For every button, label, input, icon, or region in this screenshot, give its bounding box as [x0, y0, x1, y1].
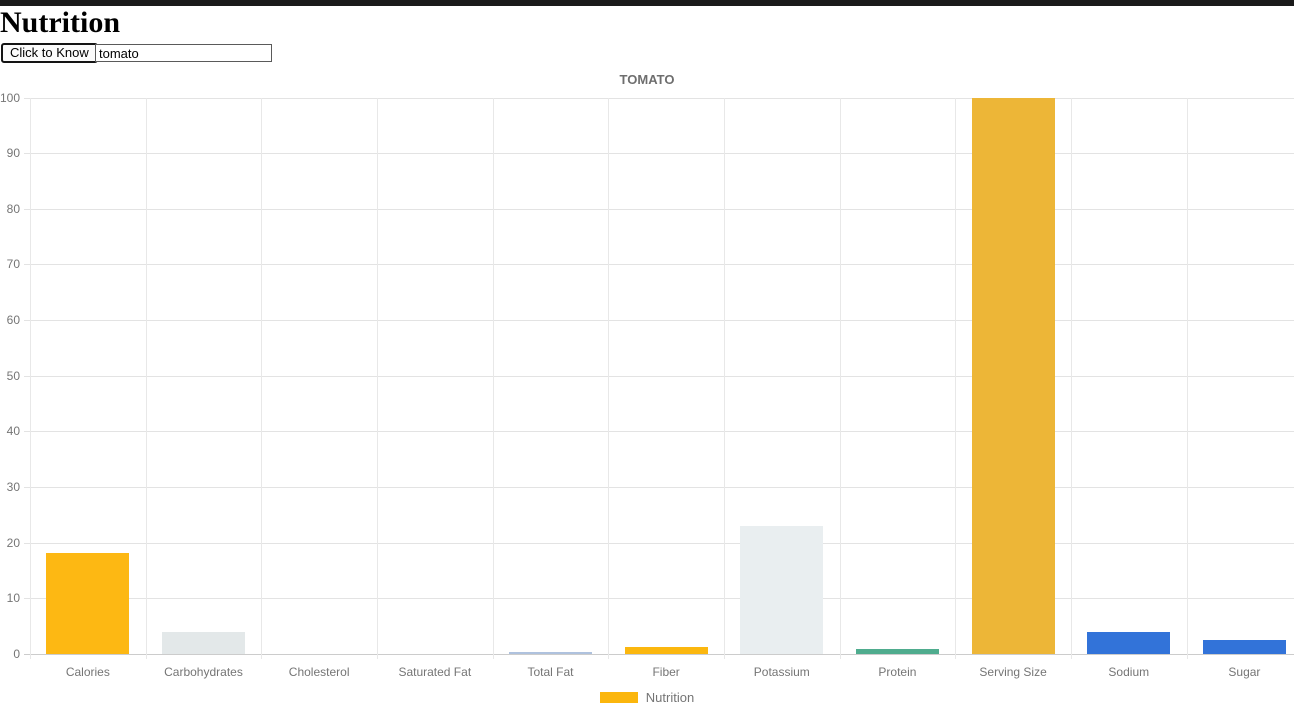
bar-total-fat[interactable]: [508, 652, 592, 654]
gridline-y-70: [24, 264, 1294, 266]
ytick-label-70: 70: [6, 257, 20, 272]
legend-swatch: [599, 692, 638, 703]
gridline-y-40: [24, 431, 1294, 433]
y-axis-line: [30, 97, 31, 659]
gridline-x-9: [1070, 97, 1072, 659]
gridline-x-4: [492, 97, 494, 659]
category-label-potassium: Potassium: [753, 665, 810, 679]
gridline-y-30: [24, 487, 1294, 489]
gridline-y-0: [24, 654, 1294, 655]
gridline-x-7: [839, 97, 841, 659]
gridline-y-100: [24, 97, 1294, 99]
chart-legend: Nutrition: [0, 690, 1294, 705]
bar-sugar[interactable]: [1202, 639, 1286, 654]
gridline-y-80: [24, 208, 1294, 210]
gridline-y-50: [24, 375, 1294, 377]
category-label-saturated-fat: Saturated Fat: [398, 665, 472, 679]
click-to-know-button[interactable]: Click to Know: [1, 43, 98, 63]
category-label-protein: Protein: [878, 665, 917, 679]
category-label-calories: Calories: [65, 665, 110, 679]
ytick-label-80: 80: [6, 201, 20, 216]
gridline-x-10: [1186, 97, 1188, 659]
top-bar: [0, 0, 1294, 6]
category-label-carbohydrates: Carbohydrates: [164, 665, 243, 679]
ytick-label-50: 50: [6, 368, 20, 383]
bar-protein[interactable]: [855, 648, 939, 654]
gridline-x-8: [955, 97, 957, 659]
legend-label: Nutrition: [645, 690, 695, 705]
chart-title: TOMATO: [619, 72, 675, 87]
ytick-label-60: 60: [6, 313, 20, 328]
category-label-sugar: Sugar: [1228, 665, 1261, 679]
category-label-total-fat: Total Fat: [527, 665, 574, 679]
category-label-serving-size: Serving Size: [979, 665, 1047, 679]
bar-sodium[interactable]: [1087, 631, 1171, 654]
ytick-label-100: 100: [0, 90, 21, 105]
bar-serving-size[interactable]: [971, 97, 1055, 654]
ytick-label-30: 30: [6, 480, 20, 495]
food-search-input[interactable]: [95, 44, 272, 62]
gridline-x-3: [376, 97, 378, 659]
gridline-y-20: [24, 542, 1294, 544]
bar-carbohydrates[interactable]: [161, 632, 245, 654]
ytick-label-90: 90: [6, 146, 20, 161]
ytick-label-10: 10: [6, 591, 20, 606]
gridline-x-6: [723, 97, 725, 659]
gridline-x-5: [608, 97, 610, 659]
ytick-label-20: 20: [6, 535, 20, 550]
gridline-y-10: [24, 598, 1294, 600]
gridline-y-90: [24, 153, 1294, 155]
category-label-sodium: Sodium: [1108, 665, 1150, 679]
gridline-x-2: [261, 97, 263, 659]
ytick-label-0: 0: [13, 647, 20, 661]
page-title: Nutrition: [0, 6, 120, 39]
bar-fiber[interactable]: [624, 647, 708, 654]
bar-potassium[interactable]: [740, 526, 824, 654]
gridline-x-1: [145, 97, 147, 659]
gridline-y-60: [24, 320, 1294, 322]
category-label-cholesterol: Cholesterol: [288, 665, 350, 679]
bar-calories[interactable]: [46, 552, 130, 654]
category-label-fiber: Fiber: [652, 665, 680, 679]
ytick-label-40: 40: [6, 424, 20, 439]
